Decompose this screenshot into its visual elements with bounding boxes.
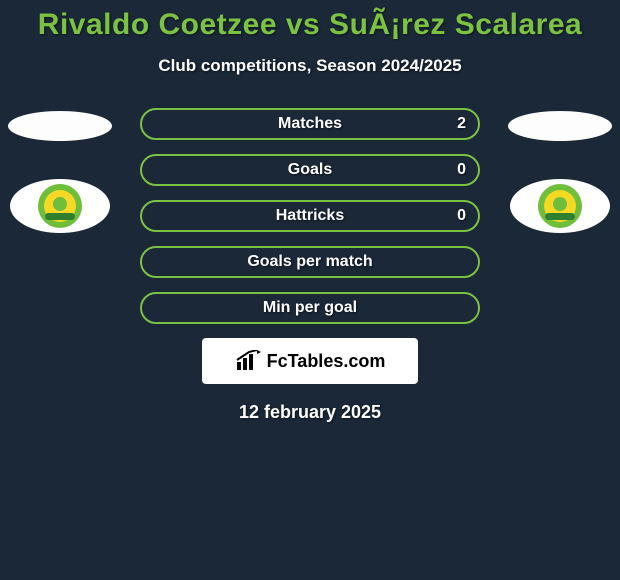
comparison-area: Matches 2 Goals 0 Hattricks 0 Goals per … <box>0 108 620 320</box>
stat-right-value: 0 <box>457 161 466 179</box>
player-left-column <box>0 108 120 233</box>
stats-list: Matches 2 Goals 0 Hattricks 0 Goals per … <box>140 108 480 324</box>
brand-logo: FcTables.com <box>235 350 386 372</box>
stat-label: Matches <box>278 115 342 133</box>
stat-row: Hattricks 0 <box>140 200 480 232</box>
stat-label: Hattricks <box>276 207 344 225</box>
brand-logo-box: FcTables.com <box>202 338 418 384</box>
page-subtitle: Club competitions, Season 2024/2025 <box>0 56 620 76</box>
stat-row: Min per goal <box>140 292 480 324</box>
club-badge-left <box>10 179 110 233</box>
chart-icon <box>235 350 261 372</box>
stat-label: Goals per match <box>247 253 372 271</box>
player-left-placeholder <box>8 111 112 141</box>
stat-label: Min per goal <box>263 299 357 317</box>
brand-text: FcTables.com <box>267 351 386 372</box>
club-crest-icon <box>37 183 83 229</box>
player-right-placeholder <box>508 111 612 141</box>
page-title: Rivaldo Coetzee vs SuÃ¡rez Scalarea <box>0 0 620 42</box>
stat-label: Goals <box>288 161 332 179</box>
club-badge-right <box>510 179 610 233</box>
player-right-column <box>500 108 620 233</box>
stat-right-value: 0 <box>457 207 466 225</box>
date-text: 12 february 2025 <box>0 402 620 423</box>
club-crest-icon <box>537 183 583 229</box>
stat-row: Matches 2 <box>140 108 480 140</box>
stat-row: Goals per match <box>140 246 480 278</box>
stat-right-value: 2 <box>457 115 466 133</box>
stat-row: Goals 0 <box>140 154 480 186</box>
